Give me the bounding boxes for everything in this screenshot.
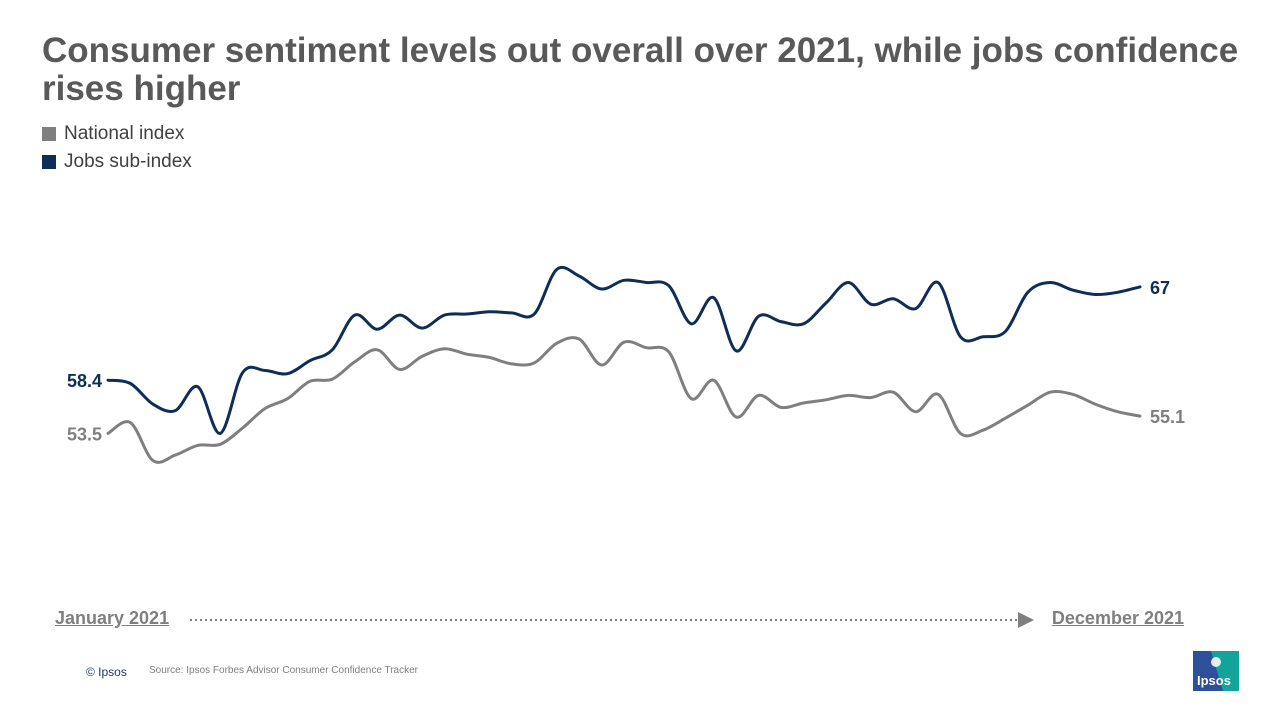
- legend-swatch-jobs: [42, 155, 56, 169]
- chart-title: Consumer sentiment levels out overall ov…: [42, 31, 1239, 108]
- start-label-national: 53.5: [67, 424, 102, 444]
- svg-text:Ipsos: Ipsos: [1197, 673, 1231, 688]
- axis-start-label: January 2021: [55, 608, 170, 628]
- copyright-text: © Ipsos: [86, 665, 127, 679]
- legend: National index Jobs sub-index: [42, 120, 192, 176]
- legend-swatch-national: [42, 127, 56, 141]
- ipsos-logo: Ipsos: [1193, 651, 1239, 691]
- series-line-jobs: [106, 265, 1142, 435]
- series-line-national: [106, 336, 1142, 464]
- source-text: Source: Ipsos Forbes Advisor Consumer Co…: [149, 665, 419, 676]
- start-label-jobs: 58.4: [67, 371, 102, 391]
- end-label-national: 55.1: [1150, 407, 1185, 427]
- legend-label-national: National index: [64, 123, 185, 144]
- axis-end-label: December 2021: [1051, 608, 1184, 628]
- end-label-jobs: 67: [1150, 278, 1170, 298]
- legend-item-national: National index: [42, 120, 192, 148]
- legend-item-jobs: Jobs sub-index: [42, 148, 192, 176]
- legend-label-jobs: Jobs sub-index: [64, 151, 192, 172]
